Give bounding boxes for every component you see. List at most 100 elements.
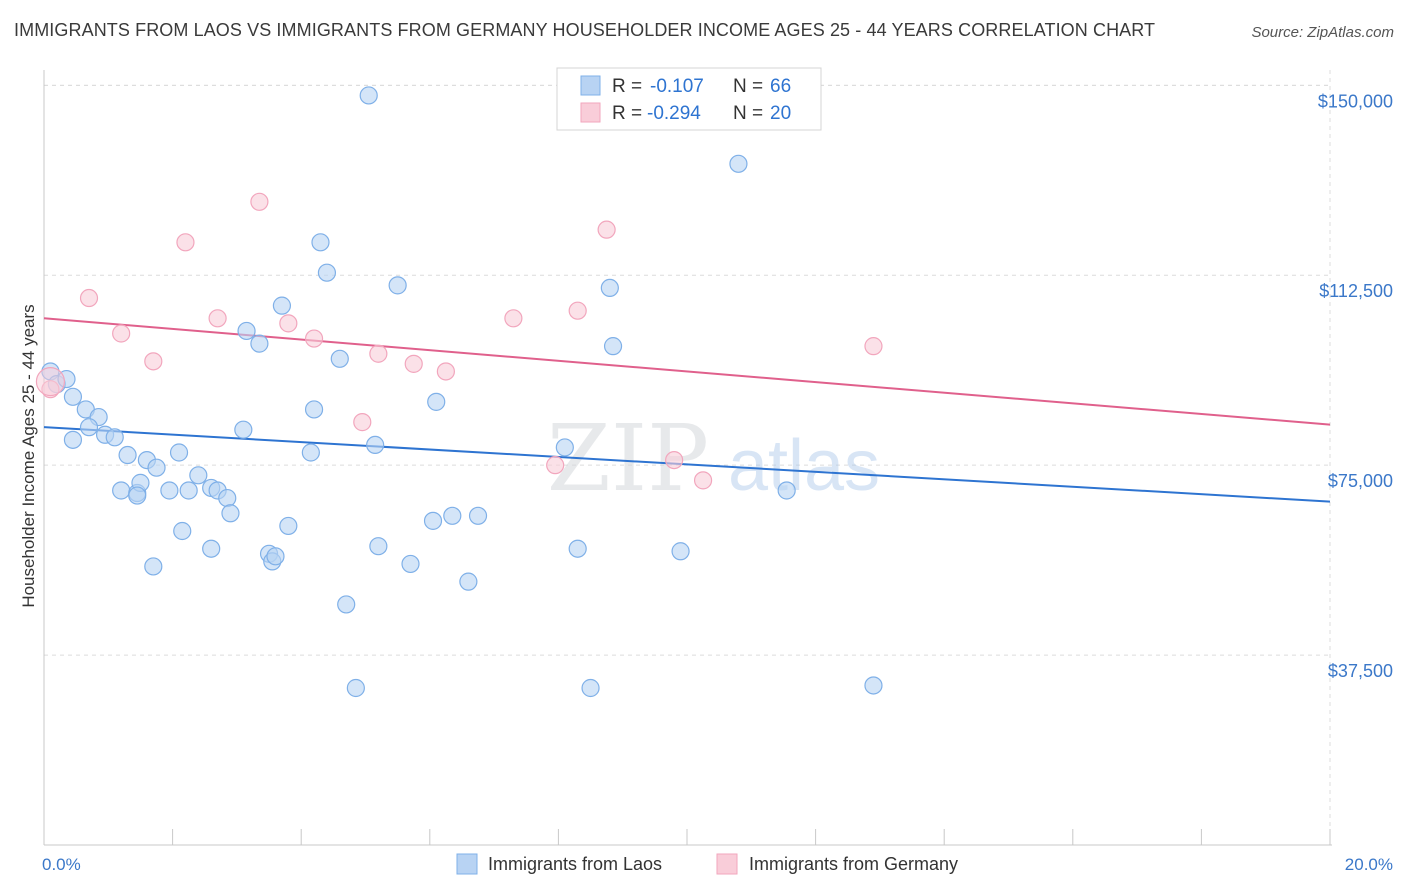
data-point-laos <box>555 438 574 457</box>
data-point-laos <box>568 539 587 558</box>
data-point-laos <box>105 428 124 447</box>
source-label: Source: ZipAtlas.com <box>1251 24 1394 41</box>
stats-n-label-laos: N = <box>733 76 763 97</box>
series-legend: Immigrants from Laos Immigrants from Ger… <box>456 853 958 875</box>
data-point-germany <box>504 309 523 328</box>
data-point-laos <box>864 676 883 695</box>
data-point-germany <box>250 192 269 211</box>
data-point-laos <box>234 420 253 439</box>
data-point-laos <box>221 504 240 523</box>
data-point-germany <box>279 314 298 333</box>
data-point-germany <box>35 366 66 397</box>
data-point-germany <box>369 344 388 363</box>
data-point-germany <box>112 324 131 343</box>
stats-legend-swatch-germany <box>580 102 601 123</box>
y-tick-labels: $37,500 $75,000 $112,500 $150,000 <box>1318 91 1393 681</box>
data-point-laos <box>729 154 748 173</box>
data-point-laos <box>427 392 446 411</box>
data-point-laos <box>272 296 292 315</box>
data-point-laos <box>301 443 320 462</box>
data-point-laos <box>603 337 623 356</box>
data-point-laos <box>266 547 285 566</box>
data-point-laos <box>468 506 488 525</box>
data-point-laos <box>337 595 356 614</box>
y-tick-label: $112,500 <box>1319 281 1393 301</box>
data-point-laos <box>128 486 147 505</box>
y-tick-label: $75,000 <box>1328 471 1393 491</box>
data-point-laos <box>160 481 179 500</box>
data-point-laos <box>311 233 330 252</box>
data-point-laos <box>250 334 269 353</box>
data-point-germany <box>568 301 587 320</box>
data-point-laos <box>317 263 337 282</box>
data-point-germany <box>864 337 883 356</box>
stats-n-value-germany: 20 <box>770 103 791 124</box>
legend-label-germany: Immigrants from Germany <box>749 854 958 874</box>
data-point-germany <box>404 354 423 373</box>
data-point-germany <box>144 352 163 371</box>
data-point-laos <box>366 435 385 455</box>
stats-legend: R = -0.107 N = 66 R = -0.294 N = 20 <box>556 67 822 131</box>
data-point-laos <box>304 400 324 419</box>
data-point-laos <box>63 430 83 449</box>
data-point-laos <box>173 521 192 541</box>
data-point-laos <box>443 506 462 525</box>
stats-r-label-laos: R = <box>612 76 642 97</box>
data-point-laos <box>671 542 690 561</box>
x-tick-label-min: 0.0% <box>42 855 81 874</box>
data-point-laos <box>169 443 189 462</box>
data-point-laos <box>346 678 365 698</box>
data-point-laos <box>202 539 221 558</box>
data-point-germany <box>353 413 372 432</box>
data-point-laos <box>189 466 208 485</box>
data-point-laos <box>144 557 163 576</box>
data-point-germany <box>436 362 455 381</box>
data-point-laos <box>388 276 407 295</box>
y-tick-label: $37,500 <box>1328 661 1393 681</box>
watermark-atlas: atlas <box>728 426 880 506</box>
data-point-laos <box>237 321 256 341</box>
chart-title: IMMIGRANTS FROM LAOS VS IMMIGRANTS FROM … <box>14 20 1156 40</box>
stats-legend-swatch-laos <box>580 75 601 96</box>
stats-n-value-laos: 66 <box>770 76 791 97</box>
x-tick-label-max: 20.0% <box>1345 855 1393 874</box>
stats-r-label-germany: R = <box>612 103 642 124</box>
data-point-germany <box>79 288 99 308</box>
legend-swatch-germany <box>716 853 738 875</box>
data-point-germany <box>304 329 324 348</box>
data-point-laos <box>600 278 619 298</box>
data-point-germany <box>597 220 616 239</box>
data-point-laos <box>147 458 166 477</box>
data-point-germany <box>693 471 713 490</box>
data-point-laos <box>777 481 796 500</box>
data-point-laos <box>369 537 388 556</box>
data-point-laos <box>112 481 131 500</box>
trend-line-laos <box>43 426 1331 503</box>
data-point-laos <box>459 572 478 591</box>
data-point-laos <box>279 516 298 536</box>
data-point-germany <box>665 450 684 470</box>
data-point-germany <box>208 309 227 328</box>
y-tick-label: $150,000 <box>1318 91 1393 111</box>
stats-n-label-germany: N = <box>733 103 763 124</box>
stats-r-value-germany: -0.294 <box>647 103 701 124</box>
data-point-laos <box>423 511 443 530</box>
data-point-laos <box>330 349 349 368</box>
data-point-laos <box>359 86 378 105</box>
data-point-germany <box>546 456 565 475</box>
axes <box>43 70 1332 846</box>
data-point-germany <box>176 233 195 252</box>
stats-r-value-laos: -0.107 <box>650 76 704 97</box>
data-point-laos <box>63 387 83 406</box>
data-points <box>35 86 883 698</box>
legend-swatch-laos <box>456 853 478 875</box>
data-point-laos <box>179 481 198 500</box>
data-point-laos <box>401 554 420 574</box>
data-point-laos <box>118 445 137 465</box>
data-point-laos <box>581 678 600 698</box>
data-point-laos <box>79 418 99 437</box>
legend-label-laos: Immigrants from Laos <box>488 854 662 874</box>
y-axis-title: Householder Income Ages 25 - 44 years <box>19 304 38 607</box>
data-point-laos <box>218 488 237 508</box>
